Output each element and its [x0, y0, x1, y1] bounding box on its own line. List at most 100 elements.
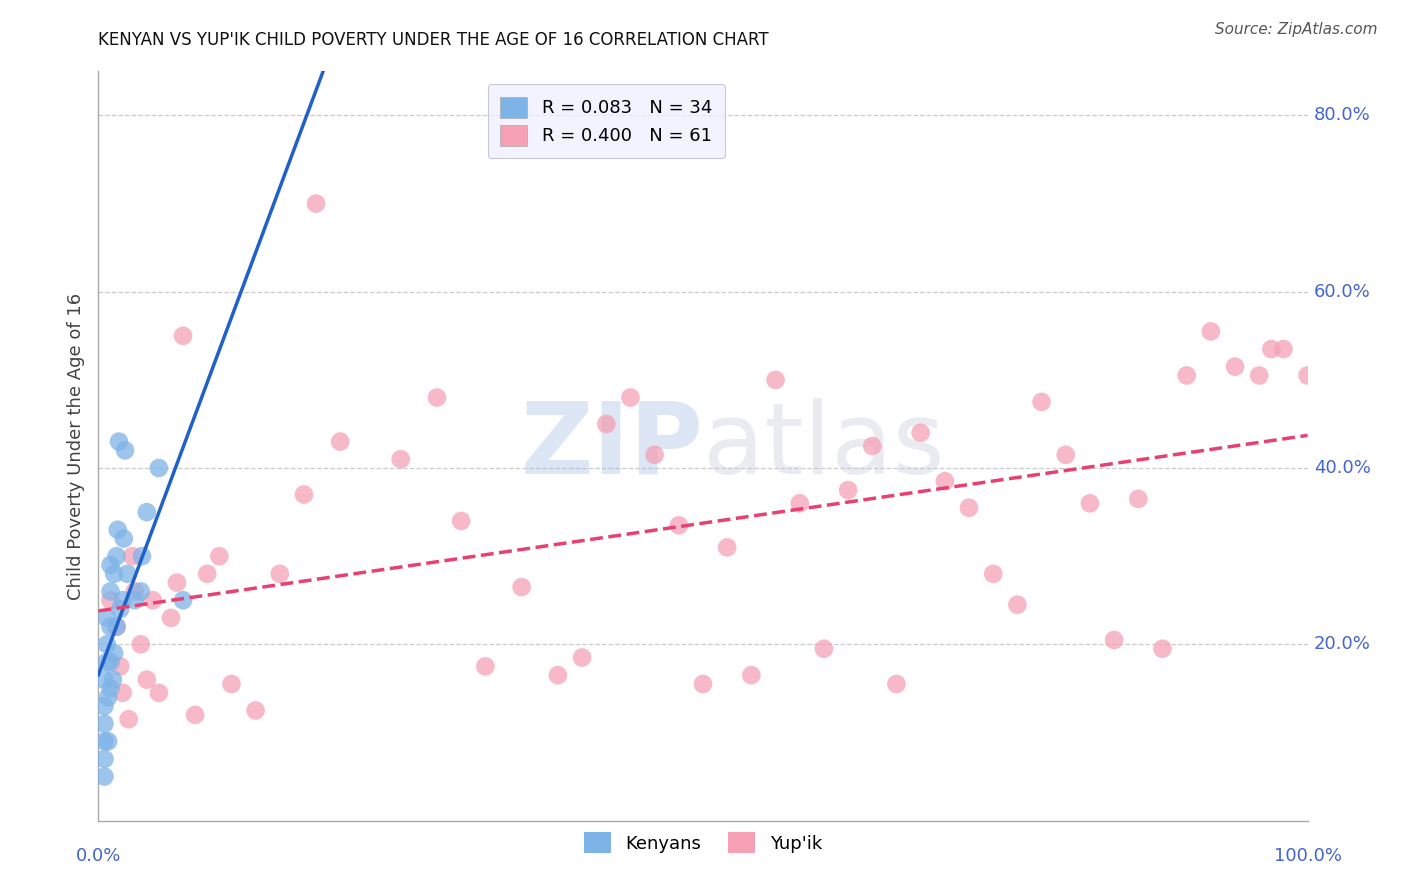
- Point: [765, 373, 787, 387]
- Point: [208, 549, 231, 564]
- Point: [305, 196, 328, 211]
- Point: [103, 566, 125, 581]
- Point: [93, 716, 115, 731]
- Point: [111, 686, 134, 700]
- Text: 40.0%: 40.0%: [1313, 459, 1371, 477]
- Point: [1078, 496, 1101, 510]
- Point: [1128, 491, 1150, 506]
- Point: [1175, 368, 1198, 383]
- Text: atlas: atlas: [703, 398, 945, 494]
- Point: [96, 611, 118, 625]
- Point: [111, 593, 134, 607]
- Point: [96, 655, 118, 669]
- Point: [135, 673, 157, 687]
- Text: KENYAN VS YUP'IK CHILD POVERTY UNDER THE AGE OF 16 CORRELATION CHART: KENYAN VS YUP'IK CHILD POVERTY UNDER THE…: [98, 31, 769, 49]
- Point: [1296, 368, 1319, 383]
- Point: [107, 523, 129, 537]
- Text: 0.0%: 0.0%: [76, 847, 121, 865]
- Point: [195, 566, 218, 581]
- Point: [108, 659, 131, 673]
- Point: [329, 434, 352, 449]
- Point: [510, 580, 533, 594]
- Point: [1152, 641, 1174, 656]
- Point: [644, 448, 666, 462]
- Point: [172, 593, 194, 607]
- Point: [160, 611, 183, 625]
- Text: 20.0%: 20.0%: [1313, 635, 1371, 653]
- Point: [108, 602, 131, 616]
- Point: [571, 650, 593, 665]
- Point: [166, 575, 188, 590]
- Point: [1260, 342, 1282, 356]
- Point: [716, 541, 738, 555]
- Point: [860, 439, 883, 453]
- Point: [112, 532, 135, 546]
- Point: [124, 584, 146, 599]
- Point: [1007, 598, 1029, 612]
- Point: [886, 677, 908, 691]
- Point: [100, 620, 122, 634]
- Point: [96, 637, 118, 651]
- Point: [245, 703, 267, 717]
- Point: [740, 668, 762, 682]
- Text: 80.0%: 80.0%: [1313, 106, 1371, 125]
- Text: 60.0%: 60.0%: [1313, 283, 1371, 301]
- Point: [93, 734, 115, 748]
- Point: [93, 673, 115, 687]
- Text: 100.0%: 100.0%: [1274, 847, 1341, 865]
- Point: [114, 443, 136, 458]
- Point: [103, 646, 125, 660]
- Point: [981, 566, 1004, 581]
- Point: [619, 391, 641, 405]
- Point: [121, 549, 143, 564]
- Point: [129, 637, 152, 651]
- Point: [1199, 325, 1222, 339]
- Point: [1249, 368, 1271, 383]
- Point: [474, 659, 496, 673]
- Point: [1031, 395, 1053, 409]
- Point: [118, 712, 141, 726]
- Point: [692, 677, 714, 691]
- Point: [93, 770, 115, 784]
- Point: [93, 752, 115, 766]
- Point: [100, 593, 122, 607]
- Point: [105, 620, 128, 634]
- Point: [450, 514, 472, 528]
- Point: [957, 500, 980, 515]
- Point: [135, 505, 157, 519]
- Point: [184, 707, 207, 722]
- Point: [148, 686, 170, 700]
- Point: [97, 690, 120, 705]
- Point: [910, 425, 932, 440]
- Point: [105, 620, 128, 634]
- Point: [101, 673, 124, 687]
- Point: [837, 483, 859, 497]
- Point: [934, 475, 956, 489]
- Point: [142, 593, 165, 607]
- Point: [1272, 342, 1295, 356]
- Point: [221, 677, 243, 691]
- Point: [100, 558, 122, 572]
- Point: [172, 328, 194, 343]
- Point: [131, 549, 153, 564]
- Point: [129, 584, 152, 599]
- Text: Source: ZipAtlas.com: Source: ZipAtlas.com: [1215, 22, 1378, 37]
- Point: [1054, 448, 1077, 462]
- Point: [117, 566, 139, 581]
- Point: [148, 461, 170, 475]
- Point: [97, 734, 120, 748]
- Point: [789, 496, 811, 510]
- Point: [1223, 359, 1246, 374]
- Point: [813, 641, 835, 656]
- Point: [292, 487, 315, 501]
- Point: [100, 584, 122, 599]
- Point: [105, 549, 128, 564]
- Point: [426, 391, 449, 405]
- Point: [595, 417, 617, 431]
- Y-axis label: Child Poverty Under the Age of 16: Child Poverty Under the Age of 16: [66, 293, 84, 599]
- Point: [124, 593, 146, 607]
- Point: [389, 452, 412, 467]
- Point: [100, 681, 122, 696]
- Point: [108, 434, 131, 449]
- Point: [547, 668, 569, 682]
